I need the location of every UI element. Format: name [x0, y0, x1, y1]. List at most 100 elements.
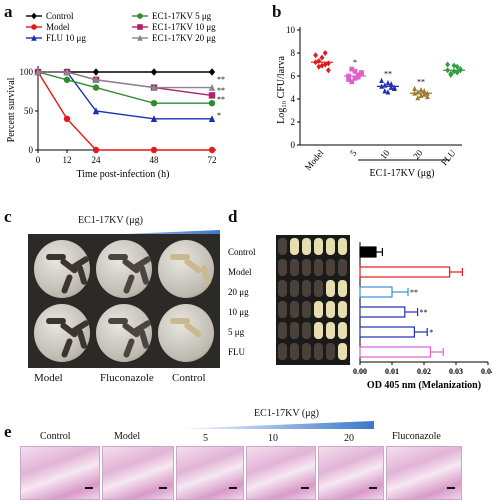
melanization-significance: *	[429, 328, 433, 337]
cfu-point	[385, 80, 391, 86]
survival-point	[92, 68, 100, 76]
cfu-point	[418, 92, 424, 98]
cfu-point	[316, 63, 322, 70]
cfu-point	[319, 54, 325, 61]
survival-x-tick-label: 48	[150, 155, 160, 165]
cfu-y-tick-label: 0	[291, 140, 296, 150]
cfu-point	[349, 79, 355, 85]
larva	[338, 322, 347, 339]
cfu-point	[415, 94, 421, 101]
melanization-x-tick-label: 0.01	[385, 367, 399, 376]
histo-dose-gradient	[172, 421, 374, 429]
survival-point	[150, 68, 158, 76]
panel-label-a: a	[4, 2, 13, 21]
petri-plate	[158, 304, 214, 362]
scale-bar	[229, 487, 237, 489]
histology-tile	[246, 446, 316, 500]
survival-x-label: Time post-infection (h)	[77, 169, 170, 180]
plate-group-fluconazole: Fluconazole	[100, 372, 154, 384]
larva	[46, 318, 66, 324]
panel-label-b: b	[272, 2, 282, 21]
larva	[290, 238, 299, 255]
survival-significance: **	[217, 75, 225, 84]
melanization-bar	[359, 246, 377, 258]
cfu-significance: **	[417, 78, 425, 87]
larvae-rows-photo	[276, 235, 350, 365]
survival-series: *******	[34, 68, 225, 154]
legend-entry: EC1-17KV 20 μg	[152, 33, 216, 43]
legend-marker	[31, 12, 37, 20]
larva	[326, 343, 335, 360]
larva	[278, 301, 287, 318]
histo-title: EC1-17KV (μg)	[254, 408, 319, 419]
survival-point	[150, 115, 158, 122]
survival-point	[92, 76, 100, 83]
survival-point	[208, 92, 216, 99]
melanization-row-label: Model	[228, 267, 252, 277]
melanization-axes: 0.00 0.01 0.02 0.03 0.04	[353, 242, 492, 376]
cfu-y-tick-label: 6	[291, 71, 296, 81]
larva	[314, 259, 323, 276]
larva	[290, 301, 299, 318]
larva	[326, 301, 335, 318]
legend-marker	[137, 13, 143, 19]
larva	[290, 280, 299, 297]
larva	[338, 238, 347, 255]
survival-point	[92, 146, 100, 154]
histology-tile	[386, 446, 462, 500]
panel-label-e: e	[4, 422, 12, 441]
cfu-point	[352, 69, 358, 74]
survival-significance: **	[217, 95, 225, 104]
survival-point	[34, 68, 42, 76]
survival-y-tick-label: 50	[24, 106, 34, 116]
legend-entry: FLU 10 μg	[46, 33, 86, 43]
histo-label-20: 20	[344, 433, 354, 444]
survival-point	[150, 100, 158, 107]
cfu-point	[355, 72, 361, 78]
cfu-point	[385, 89, 391, 95]
larva	[108, 318, 128, 324]
larva	[302, 322, 311, 339]
melanization-significance: **	[410, 288, 418, 297]
survival-point	[92, 84, 100, 91]
panel-label-d: d	[228, 207, 238, 226]
survival-point	[208, 115, 216, 122]
cfu-point	[421, 88, 427, 94]
legend-entry: Control	[46, 11, 74, 21]
cfu-y-tick-label: 2	[291, 117, 296, 127]
cfu-point	[346, 77, 351, 82]
larva	[326, 322, 335, 339]
survival-point	[92, 107, 100, 115]
histo-label-fluconazole: Fluconazole	[392, 431, 441, 442]
survival-x-tick-label: 12	[63, 155, 72, 165]
larva	[338, 343, 347, 360]
survival-significance: **	[217, 86, 225, 95]
larva	[338, 301, 347, 318]
cfu-y-tick-label: 8	[291, 48, 296, 58]
cfu-point	[388, 81, 394, 87]
histology-tile	[176, 446, 244, 500]
larva	[290, 343, 299, 360]
scale-bar	[85, 487, 93, 489]
larva	[278, 322, 287, 339]
legend-entry: Model	[46, 22, 70, 32]
legend-marker	[31, 24, 37, 30]
survival-point	[208, 68, 216, 76]
histo-label-5: 5	[203, 433, 208, 444]
larva	[314, 238, 323, 255]
larva	[278, 343, 287, 360]
cfu-group-label: EC1-17KV (μg)	[370, 168, 435, 179]
melanization-row-label: 5 μg	[228, 327, 245, 337]
melanization-row-label: Control	[228, 247, 256, 257]
larva	[338, 259, 347, 276]
cfu-points: *****	[311, 50, 465, 101]
scale-bar	[301, 487, 309, 489]
cfu-point	[359, 70, 364, 75]
survival-x-tick-label: 72	[208, 155, 217, 165]
larva	[326, 238, 335, 255]
cfu-category-label: FLU	[439, 147, 458, 167]
larva	[108, 254, 128, 260]
